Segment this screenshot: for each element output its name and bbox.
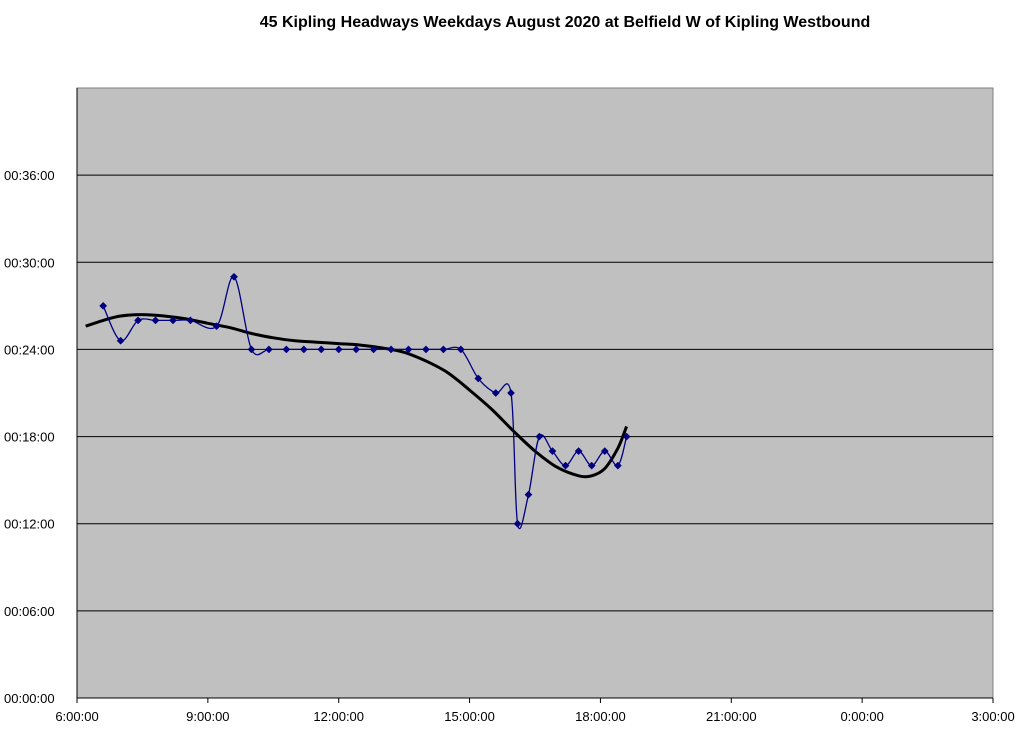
data-point-marker: [507, 389, 515, 397]
y-tick-label: 00:18:00: [4, 430, 55, 445]
headway-series-line: [102, 276, 628, 530]
data-point-marker: [299, 345, 308, 354]
data-point-marker: [524, 490, 533, 499]
y-tick-label: 00:12:00: [4, 517, 55, 532]
y-tick-label: 00:36:00: [4, 168, 55, 183]
y-tick-label: 00:30:00: [4, 255, 55, 270]
data-point-marker: [387, 345, 396, 354]
data-point-marker: [352, 345, 361, 354]
data-point-marker: [99, 301, 108, 310]
data-point-marker: [230, 272, 238, 281]
chart-title: 45 Kipling Headways Weekdays August 2020…: [259, 14, 871, 31]
trendline-path: [85, 313, 628, 479]
x-tick-label: 12:00:00: [313, 709, 364, 724]
x-tick-label: 0:00:00: [840, 709, 883, 724]
data-point-marker: [317, 345, 326, 354]
axes: 00:00:00 00:06:00 00:12:00 00:18:00 00:24:00…: [4, 88, 1015, 724]
data-point-marker: [622, 432, 631, 441]
data-point-marker: [456, 345, 465, 354]
data-point-marker: [334, 345, 343, 354]
y-tick-label: 00:24:00: [4, 342, 55, 357]
data-point-marker: [404, 345, 413, 354]
x-tick-label: 21:00:00: [706, 709, 757, 724]
data-point-marker: [574, 447, 583, 456]
data-point-marker: [247, 345, 256, 354]
data-point-marker: [513, 519, 522, 528]
data-point-marker: [535, 432, 544, 441]
x-tick-label: 15:00:00: [444, 709, 495, 724]
data-point-marker: [587, 461, 596, 470]
data-point-marker: [421, 345, 430, 354]
data-point-marker: [116, 336, 125, 345]
series-layer: [85, 272, 631, 530]
data-point-marker: [548, 447, 557, 456]
data-point-marker: [369, 345, 378, 354]
data-point-marker: [212, 322, 221, 331]
data-point-marker: [169, 316, 177, 325]
data-point-marker: [474, 374, 483, 383]
x-tick-label: 3:00:00: [971, 709, 1014, 724]
y-tick-label: 00:00:00: [4, 691, 55, 706]
x-tick-label: 18:00:00: [575, 709, 626, 724]
data-point-marker: [151, 316, 160, 325]
data-point-marker: [491, 389, 500, 397]
data-point-marker: [561, 461, 570, 470]
y-tick-label: 00:06:00: [4, 604, 55, 619]
gridlines: [77, 174, 993, 612]
data-point-marker: [439, 345, 448, 354]
data-point-marker: [600, 447, 609, 456]
data-point-marker: [613, 461, 622, 470]
x-tick-label: 9:00:00: [186, 709, 229, 724]
data-point-marker: [282, 345, 291, 354]
x-tick-label: 6:00:00: [55, 709, 98, 724]
data-point-marker: [186, 316, 195, 325]
data-point-marker: [134, 316, 143, 325]
plot-area: [76, 87, 994, 699]
data-point-marker: [264, 345, 273, 354]
